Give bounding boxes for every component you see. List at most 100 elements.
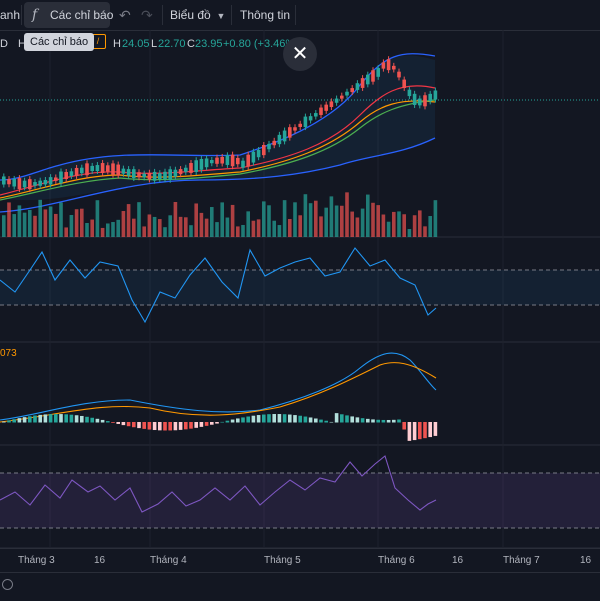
volume-bar	[308, 203, 313, 237]
undo-icon[interactable]: ↶	[119, 7, 131, 23]
volume-bar	[267, 205, 271, 237]
legend-l-value: 22.70	[158, 38, 186, 50]
redo-icon[interactable]: ↷	[141, 7, 153, 23]
candle-body	[236, 157, 240, 165]
candle-body	[38, 180, 42, 186]
macd-histogram-bar	[308, 417, 313, 423]
volume-bar	[360, 208, 365, 237]
candle-body	[28, 179, 32, 190]
volume-bar	[80, 208, 84, 237]
macd-histogram-bar	[38, 414, 42, 423]
macd-histogram-bar	[126, 422, 131, 427]
volume-bar	[386, 221, 391, 237]
time-icon[interactable]	[2, 579, 13, 590]
candle-body	[360, 78, 365, 88]
info-button[interactable]: Thông tin	[240, 8, 291, 22]
macd-histogram-bar	[158, 422, 162, 431]
volume-bar	[69, 214, 74, 237]
macd-histogram-bar	[236, 418, 240, 423]
volume-bar	[28, 209, 32, 237]
macd-histogram-bar	[329, 421, 334, 423]
volume-bar	[163, 227, 167, 237]
volume-bar	[381, 214, 386, 237]
volume-bar	[43, 209, 48, 237]
candle-body	[314, 113, 318, 117]
candle-body	[142, 173, 146, 178]
macd-histogram-bar	[147, 422, 152, 430]
candle-body	[392, 65, 396, 70]
macd-histogram-bar	[64, 414, 68, 423]
macd-histogram-bar	[314, 418, 318, 423]
macd-histogram-bar	[194, 422, 198, 428]
macd-histogram-bar	[267, 414, 271, 423]
candle-body	[262, 145, 266, 156]
macd-histogram-bar	[116, 422, 120, 424]
chevron-down-icon: ▼	[214, 11, 226, 21]
volume-bar	[282, 200, 287, 237]
candle-body	[48, 177, 53, 185]
volume-bar	[54, 213, 58, 237]
macd-histogram-bar	[54, 414, 58, 423]
macd-histogram-bar	[360, 418, 365, 423]
macd-histogram-bar	[272, 414, 276, 423]
macd-histogram-bar	[230, 419, 235, 423]
legend-h-label: H	[113, 38, 121, 50]
volume-bar	[64, 227, 68, 237]
top-toolbar: anh f Các chỉ báo ↶ ↷ Biểu đồ ▼ Thông ti…	[0, 0, 600, 31]
toolbar-cut-label[interactable]: anh	[0, 8, 21, 22]
time-axis[interactable]: Tháng 3 16 Tháng 4 Tháng 5 Tháng 6 16 Tháng 7 1…	[0, 548, 600, 573]
chart-area[interactable]	[0, 30, 600, 548]
macd-histogram-bar	[376, 419, 380, 423]
candle-body	[324, 104, 328, 111]
candle-body	[319, 107, 323, 115]
candle-body	[308, 116, 313, 121]
volume-bar	[199, 212, 204, 237]
candle-body	[147, 172, 152, 180]
macd-histogram-bar	[402, 422, 406, 430]
macd-value-cut: 073	[0, 348, 17, 359]
time-axis-label: Tháng 4	[150, 555, 187, 566]
macd-histogram-bar	[59, 414, 63, 423]
candle-body	[345, 91, 349, 96]
volume-bar	[298, 215, 302, 237]
candle-body	[366, 74, 370, 85]
candle-body	[225, 155, 230, 165]
volume-bar	[22, 212, 27, 237]
macd-histogram-bar	[293, 415, 297, 423]
macd-histogram-bar	[163, 422, 167, 431]
macd-histogram-bar	[340, 414, 344, 423]
candle-body	[12, 178, 16, 187]
candle-body	[298, 123, 302, 127]
macd-histogram-bar	[282, 414, 287, 423]
macd-histogram-bar	[137, 422, 141, 429]
bollinger-lower	[0, 137, 436, 213]
oscillator-band	[0, 270, 600, 305]
volume-bar	[168, 215, 172, 237]
indicators-tooltip: Các chỉ báo	[24, 33, 95, 51]
candle-body	[111, 163, 115, 175]
indicators-button[interactable]: f Các chỉ báo	[24, 2, 113, 28]
candle-body	[184, 167, 188, 172]
volume-bar	[210, 207, 214, 237]
candle-body	[152, 171, 157, 181]
volume-bar	[194, 203, 198, 237]
macd-histogram-bar	[225, 420, 230, 423]
candle-body	[80, 167, 84, 174]
candle-body	[95, 165, 100, 172]
macd-histogram-bar	[241, 417, 245, 423]
volume-bar	[303, 194, 308, 237]
macd-histogram-bar	[386, 419, 391, 423]
macd-histogram-bar	[178, 422, 183, 430]
candle-body	[381, 62, 386, 69]
chart-menu-button[interactable]: Biểu đồ ▼	[170, 0, 225, 30]
close-icon[interactable]: ✕	[283, 37, 317, 71]
candle-body	[17, 178, 22, 189]
macd-histogram-bar	[215, 422, 219, 424]
volume-bar	[204, 218, 209, 237]
volume-bar	[152, 216, 157, 237]
volume-bar	[173, 201, 178, 237]
candle-body	[121, 168, 126, 174]
volume-bar	[314, 200, 318, 237]
volume-bar	[132, 218, 136, 237]
macd-histogram-bar	[204, 422, 209, 426]
